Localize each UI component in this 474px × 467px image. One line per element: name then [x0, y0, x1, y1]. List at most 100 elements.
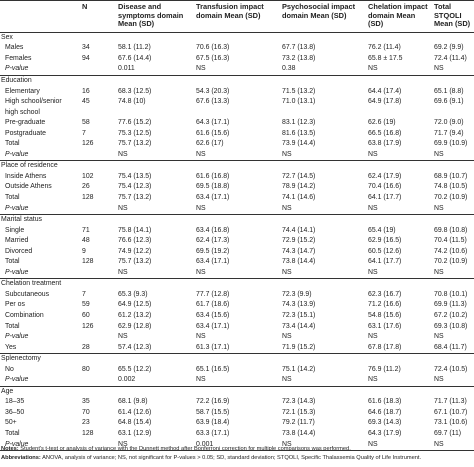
- table-cell: [432, 278, 474, 290]
- table-cell: 61.7 (18.6): [196, 301, 230, 309]
- table-cell: [366, 353, 432, 365]
- table-cell: 7: [82, 290, 86, 298]
- header-cell: Transfusion impact domain Mean (SD): [194, 0, 280, 33]
- table-cell: [280, 32, 366, 43]
- group-row: Sex: [0, 32, 474, 43]
- row-label: Sex: [1, 33, 13, 41]
- row-label: No: [5, 365, 14, 373]
- table-cell: 63.4 (17.1): [196, 258, 230, 266]
- table-cell: [194, 278, 280, 290]
- table-cell: 74.3 (13.9): [282, 301, 316, 309]
- table-cell: 9: [82, 247, 86, 255]
- table-cell: 76.2 (11.4): [368, 44, 401, 52]
- row-label: Subcutaneous: [5, 290, 50, 298]
- table-cell: 67.1 (10.7): [434, 408, 468, 416]
- table-cell: 23: [82, 419, 90, 427]
- table-cell: 34: [82, 44, 90, 52]
- table-cell: 61.6 (16.8): [196, 172, 230, 180]
- table-cell: 67.7 (13.8): [282, 44, 316, 52]
- table-cell: 58.1 (11.2): [118, 44, 151, 52]
- table-row: Total 126 75.7 (13.2) 62.6 (17) 73.9 (14.4) 6…: [0, 139, 474, 150]
- table-cell: NS: [282, 150, 292, 158]
- table-cell: 67.6 (14.4): [118, 54, 152, 62]
- table-cell: NS: [118, 204, 128, 212]
- row-label: Females: [5, 54, 32, 62]
- row-label: Chelation treatment: [0, 278, 80, 290]
- table-cell: 70.2 (10.9): [434, 193, 468, 201]
- table-cell: 71: [82, 226, 90, 234]
- table-cell: 35: [82, 398, 90, 406]
- table-cell: 73.1 (10.6): [434, 419, 468, 427]
- table-cell: 60.5 (12.6): [368, 247, 402, 255]
- table-row: 36–50 70 61.4 (12.6) 58.7 (15.5) 72.1 (15.3)…: [0, 408, 474, 419]
- table-cell: [194, 214, 280, 226]
- table-row: Inside Athens 102 75.4 (13.5) 61.6 (16.8) 72…: [0, 172, 474, 183]
- table-cell: [80, 160, 116, 172]
- row-label: P-value: [0, 439, 80, 452]
- table-cell: [80, 32, 116, 43]
- table-cell: NS: [434, 65, 444, 73]
- table-cell: [80, 204, 116, 215]
- table-cell: [80, 332, 116, 343]
- table-cell: 26: [82, 183, 90, 191]
- header-cell: Chelation impact domain Mean (SD): [366, 0, 432, 33]
- table-cell: 65.5 (12.2): [118, 365, 152, 373]
- table-cell: 63.1 (12.9): [118, 430, 152, 438]
- row-label: Total: [5, 430, 20, 438]
- row-label: Total: [5, 322, 20, 330]
- abbreviations-text: ANOVA, analysis of variance; NS, not sig…: [42, 455, 422, 461]
- row-label: Per os: [5, 301, 25, 309]
- table-cell: [280, 353, 366, 365]
- table-cell: 62.9 (16.5): [368, 237, 402, 245]
- table-cell: 74.3 (14.7): [282, 247, 316, 255]
- row-label: P-value: [5, 204, 29, 212]
- table-cell: 76.9 (11.2): [368, 365, 401, 373]
- table-cell: [80, 375, 116, 386]
- table-cell: NS: [368, 333, 378, 341]
- results-table-container: N Disease and symptoms domain Mean (SD) …: [0, 0, 474, 452]
- table-cell: 63.8 (17.9): [368, 140, 402, 148]
- table-cell: 68.3 (12.5): [118, 87, 152, 95]
- table-cell: [80, 214, 116, 226]
- table-cell: 48: [82, 237, 90, 245]
- table-cell: NS: [368, 268, 378, 276]
- table-row: Males 34 58.1 (11.2) 70.6 (16.3) 67.7 (13.8)…: [0, 43, 474, 54]
- table-cell: [194, 160, 280, 172]
- table-cell: 77.7 (12.8): [196, 290, 230, 298]
- row-label: P-value: [5, 333, 29, 341]
- table-row: Total 128 63.1 (12.9) 63.3 (17.1) 73.8 (14.4…: [0, 429, 474, 440]
- row-label: Total: [5, 193, 20, 201]
- row-label: 36–50: [5, 408, 25, 416]
- table-cell: [280, 214, 366, 226]
- table-cell: 128: [82, 430, 94, 438]
- row-label: P-value: [5, 268, 29, 276]
- table-cell: 69.5 (19.2): [196, 247, 230, 255]
- table-body: Sex Males 34 58.1 (11.2) 70.6 (16.3) 67.7 (13…: [0, 32, 474, 452]
- pvalue-row: P-value NS NS NS NS NS: [0, 150, 474, 161]
- table-cell: 126: [82, 140, 94, 148]
- table-cell: 72.3 (9.9): [282, 290, 312, 298]
- table-cell: NS: [434, 376, 444, 384]
- table-cell: 74.4 (14.1): [282, 226, 316, 234]
- table-cell: [116, 214, 194, 226]
- table-cell: 73.8 (14.4): [282, 258, 316, 266]
- table-cell: 71.7 (11.3): [434, 398, 467, 406]
- table-cell: 67.2 (10.2): [434, 312, 468, 319]
- row-label: Males: [5, 44, 24, 52]
- table-cell: [194, 385, 280, 398]
- row-label: Total: [5, 258, 20, 266]
- table-cell: NS: [196, 333, 206, 341]
- table-cell: 7: [82, 129, 86, 137]
- table-cell: 72.9 (15.2): [282, 237, 316, 245]
- table-cell: 63.4 (16.8): [196, 226, 230, 234]
- table-cell: 62.9 (12.8): [118, 322, 152, 330]
- table-cell: 72.7 (14.5): [282, 172, 316, 180]
- table-cell: 72.3 (14.3): [282, 398, 316, 406]
- table-cell: NS: [434, 150, 444, 158]
- row-label: Pre-graduate: [5, 119, 46, 127]
- row-label: Splenectomy: [0, 353, 80, 365]
- table-cell: NS: [434, 268, 444, 276]
- header-cell: Psychosocial impact domain Mean (SD): [280, 0, 366, 33]
- row-label: P-value: [5, 65, 29, 73]
- table-cell: 69.9 (11.3): [434, 301, 467, 309]
